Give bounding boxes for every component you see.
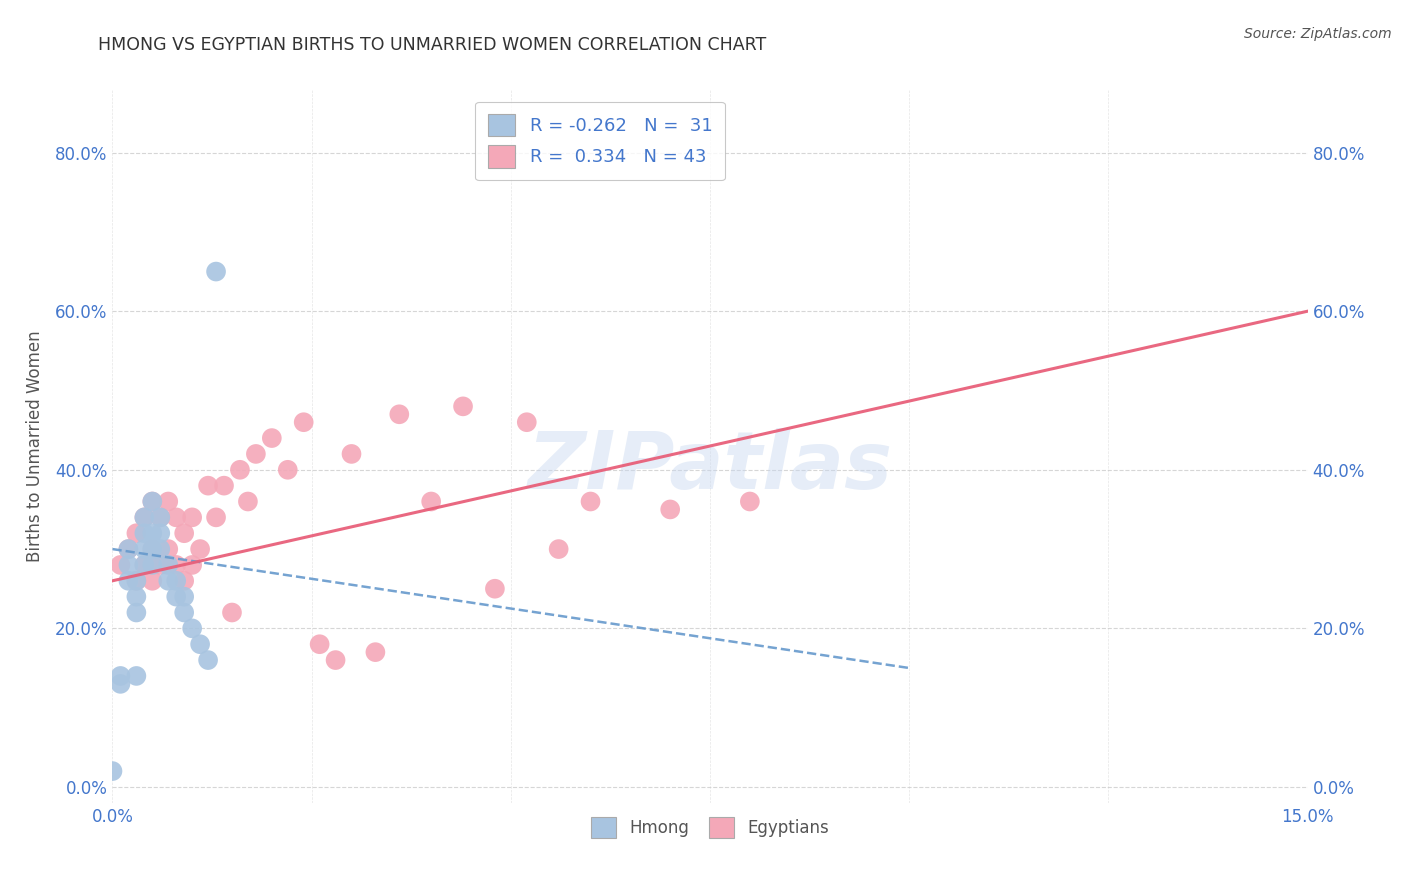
Point xyxy=(141,542,163,557)
Point xyxy=(134,558,156,572)
Point xyxy=(245,447,267,461)
Point xyxy=(260,431,283,445)
Point xyxy=(117,558,139,572)
Point xyxy=(173,590,195,604)
Point xyxy=(117,574,139,588)
Point xyxy=(149,510,172,524)
Point xyxy=(325,653,347,667)
Point xyxy=(117,542,139,557)
Legend: Hmong, Egyptians: Hmong, Egyptians xyxy=(585,811,835,845)
Point xyxy=(236,494,259,508)
Point xyxy=(188,542,211,557)
Point xyxy=(212,478,235,492)
Point xyxy=(149,510,172,524)
Point xyxy=(125,574,148,588)
Point xyxy=(141,494,163,508)
Point xyxy=(277,463,299,477)
Point xyxy=(165,558,187,572)
Point xyxy=(149,542,172,557)
Point xyxy=(181,621,204,635)
Point xyxy=(165,574,187,588)
Text: HMONG VS EGYPTIAN BIRTHS TO UNMARRIED WOMEN CORRELATION CHART: HMONG VS EGYPTIAN BIRTHS TO UNMARRIED WO… xyxy=(98,36,766,54)
Point xyxy=(173,606,195,620)
Point xyxy=(110,669,132,683)
Point xyxy=(516,415,538,429)
Point xyxy=(173,526,195,541)
Point xyxy=(101,764,124,778)
Point xyxy=(141,558,163,572)
Point xyxy=(221,606,243,620)
Point xyxy=(149,558,172,572)
Point xyxy=(165,510,187,524)
Point xyxy=(125,574,148,588)
Point xyxy=(197,478,219,492)
Point xyxy=(157,542,180,557)
Point xyxy=(157,494,180,508)
Point xyxy=(659,502,682,516)
Point xyxy=(141,494,163,508)
Point xyxy=(134,542,156,557)
Point xyxy=(149,526,172,541)
Point xyxy=(451,400,474,414)
Point xyxy=(181,510,204,524)
Point xyxy=(205,510,228,524)
Point xyxy=(292,415,315,429)
Point xyxy=(165,590,187,604)
Point xyxy=(134,510,156,524)
Point xyxy=(125,526,148,541)
Point xyxy=(738,494,761,508)
Point xyxy=(205,264,228,278)
Point xyxy=(388,407,411,421)
Text: Source: ZipAtlas.com: Source: ZipAtlas.com xyxy=(1244,27,1392,41)
Point xyxy=(173,574,195,588)
Point xyxy=(134,558,156,572)
Point xyxy=(125,669,148,683)
Point xyxy=(229,463,252,477)
Point xyxy=(134,510,156,524)
Point xyxy=(364,645,387,659)
Point xyxy=(197,653,219,667)
Point xyxy=(134,526,156,541)
Y-axis label: Births to Unmarried Women: Births to Unmarried Women xyxy=(25,330,44,562)
Point xyxy=(188,637,211,651)
Point xyxy=(308,637,330,651)
Point xyxy=(141,574,163,588)
Point xyxy=(125,590,148,604)
Point xyxy=(547,542,569,557)
Point xyxy=(579,494,602,508)
Point xyxy=(141,542,163,557)
Point xyxy=(484,582,506,596)
Point xyxy=(117,542,139,557)
Point xyxy=(157,574,180,588)
Point xyxy=(340,447,363,461)
Point xyxy=(110,677,132,691)
Point xyxy=(125,606,148,620)
Point xyxy=(420,494,443,508)
Point xyxy=(157,558,180,572)
Point xyxy=(141,526,163,541)
Point xyxy=(110,558,132,572)
Text: ZIPatlas: ZIPatlas xyxy=(527,428,893,507)
Point xyxy=(181,558,204,572)
